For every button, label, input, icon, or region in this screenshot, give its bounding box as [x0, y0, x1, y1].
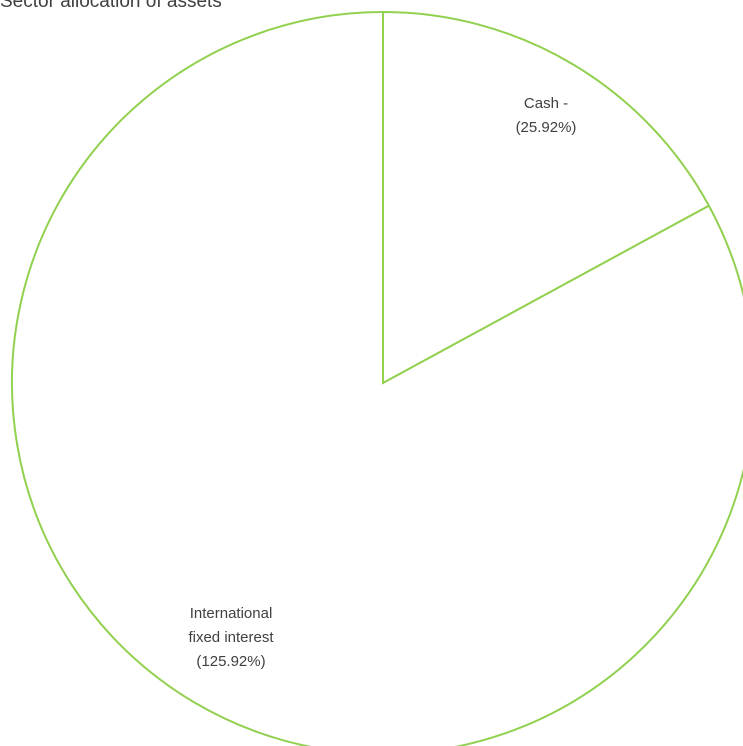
- slice-label-cash: Cash - (25.92%): [516, 95, 577, 136]
- pie-slice-cash: [382, 10, 711, 385]
- slice-label-line: Cash -: [524, 95, 568, 112]
- slice-label-line: International: [190, 605, 273, 622]
- chart-title: Sector allocation of assets: [0, 0, 222, 12]
- slice-label-line: (25.92%): [516, 119, 577, 136]
- slice-label-international-fixed-interest: International fixed interest (125.92%): [188, 605, 274, 670]
- slice-label-line: (125.92%): [196, 653, 265, 670]
- slice-label-line: fixed interest: [188, 629, 274, 646]
- pie-slice-international-fixed-interest: [11, 10, 743, 746]
